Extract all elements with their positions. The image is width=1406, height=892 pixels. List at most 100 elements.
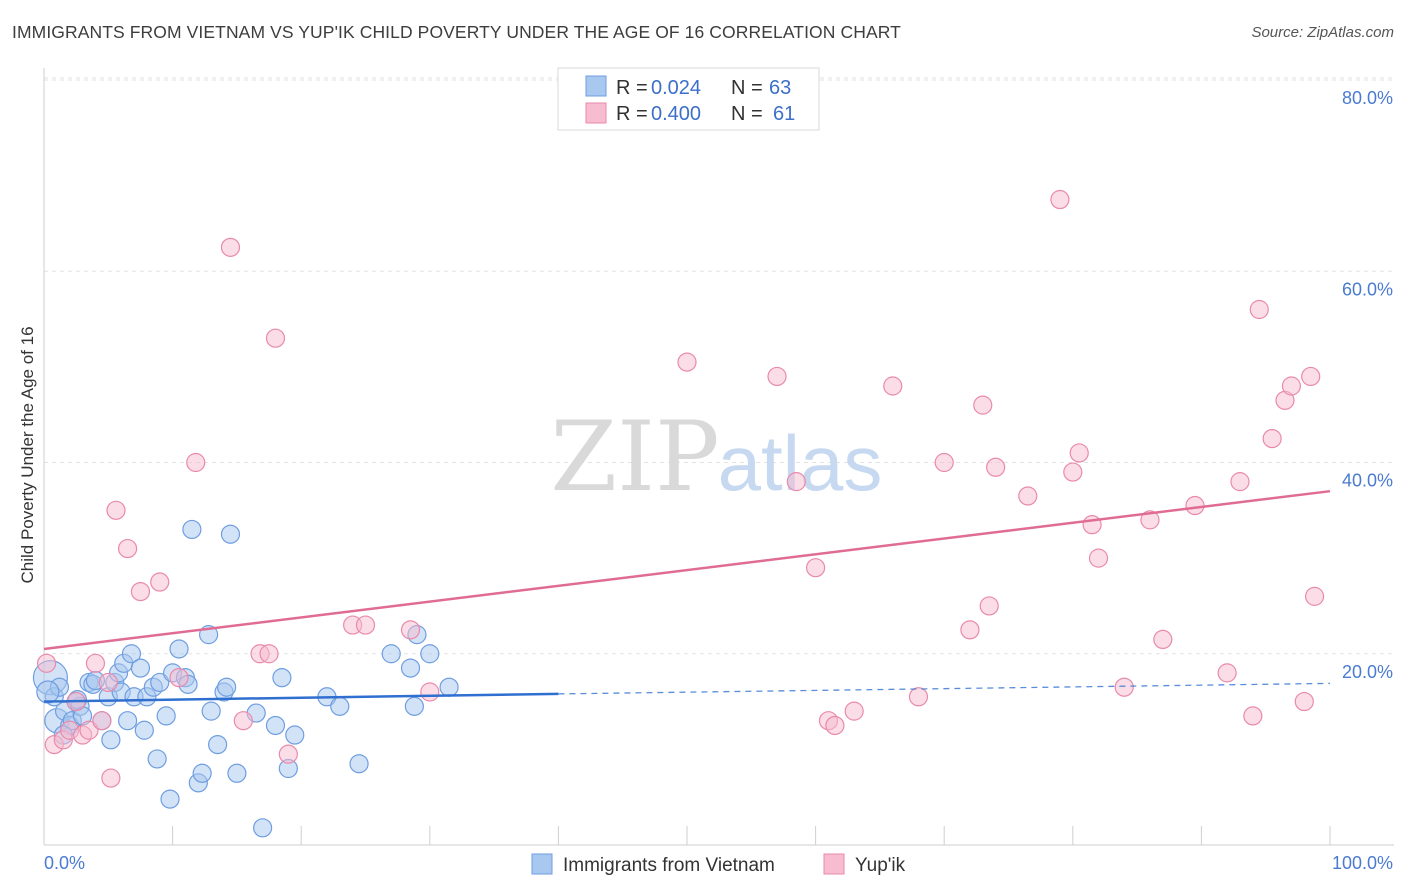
point-yupik-26: [420, 682, 440, 702]
point-yupik-60: [1304, 586, 1325, 606]
point-vietnam-45: [265, 715, 286, 736]
point-yupik-10: [101, 768, 121, 788]
point-yupik-52: [1230, 472, 1250, 492]
point-yupik-12: [117, 538, 138, 559]
point-yupik-50: [1185, 495, 1205, 516]
point-vietnam-26: [150, 672, 170, 693]
legend-box: R = 0.024 N = 63 R = 0.400 N = 61: [557, 67, 820, 131]
point-vietnam-35: [192, 763, 212, 783]
point-vietnam-21: [130, 658, 151, 678]
point-vietnam-30: [169, 639, 189, 659]
point-yupik-13: [130, 581, 151, 602]
point-yupik-36: [934, 452, 954, 473]
point-vietnam-53: [400, 658, 421, 678]
watermark: ZIP atlas: [550, 401, 882, 513]
point-yupik-55: [1262, 428, 1282, 449]
point-vietnam-22: [134, 720, 154, 740]
point-vietnam-56: [420, 644, 440, 664]
point-yupik-39: [979, 596, 999, 616]
point-yupik-51: [1217, 663, 1237, 683]
y-tick-label-40: 40.0%: [1342, 471, 1393, 491]
legend-n-label-yupik: N =: [731, 103, 763, 125]
point-yupik-11: [106, 500, 126, 520]
point-yupik-30: [805, 558, 826, 578]
point-vietnam-55: [404, 696, 424, 716]
y-axis-label: Child Poverty Under the Age of 16: [18, 326, 37, 583]
legend-r-label-yupik: R =: [616, 103, 648, 125]
point-yupik-44: [1069, 443, 1089, 463]
y-tick-label-60: 60.0%: [1342, 279, 1393, 299]
legend-swatch-vietnam: [585, 75, 607, 97]
point-yupik-47: [1114, 677, 1134, 697]
point-yupik-38: [973, 395, 993, 415]
bottom-legend-swatch-yupik: [823, 853, 845, 875]
point-yupik-20: [259, 644, 279, 664]
point-yupik-6: [79, 720, 99, 740]
point-yupik-25: [400, 620, 421, 640]
point-yupik-17: [220, 237, 241, 257]
point-yupik-7: [85, 653, 106, 673]
point-yupik-22: [278, 744, 298, 764]
point-vietnam-41: [220, 524, 241, 544]
point-yupik-35: [908, 687, 929, 707]
bottom-legend: Immigrants from Vietnam Yup'ik: [531, 853, 906, 876]
point-vietnam-44: [253, 818, 273, 838]
point-vietnam-13: [101, 730, 121, 750]
point-yupik-43: [1063, 462, 1083, 482]
point-vietnam-46: [272, 668, 292, 688]
legend-swatch-yupik: [585, 102, 607, 124]
point-yupik-57: [1281, 376, 1302, 396]
point-yupik-49: [1153, 629, 1173, 650]
x-tick-label-0: 0.0%: [44, 853, 85, 873]
point-vietnam-32: [182, 519, 202, 540]
point-yupik-29: [786, 472, 806, 492]
point-vietnam-57: [439, 677, 459, 697]
point-yupik-54: [1249, 299, 1269, 320]
trend-line-dashed-vietnam: [558, 682, 1331, 695]
point-yupik-24: [355, 615, 376, 635]
legend-n-value-vietnam: 63: [769, 77, 791, 99]
point-yupik-32: [825, 715, 845, 736]
watermark-zip: ZIP: [550, 401, 719, 513]
point-yupik-15: [169, 668, 189, 688]
bottom-legend-label-yupik: Yup'ik: [855, 855, 906, 876]
legend-r-value-yupik: 0.400: [651, 103, 701, 125]
trend-line-yupik: [43, 489, 1331, 651]
point-yupik-16: [186, 452, 206, 473]
trend-line-vietnam: [43, 692, 559, 703]
point-vietnam-48: [285, 725, 305, 745]
tick-labels: 20.0% 40.0% 60.0% 80.0% 0.0% 100.0%: [44, 88, 1393, 873]
point-vietnam-19: [121, 644, 142, 664]
point-vietnam-28: [160, 789, 180, 809]
bottom-legend-label-vietnam: Immigrants from Vietnam: [563, 855, 775, 876]
legend-n-value-yupik: 61: [773, 103, 795, 125]
point-yupik-41: [1018, 486, 1038, 506]
point-yupik-59: [1301, 366, 1321, 387]
point-yupik-48: [1140, 510, 1160, 530]
point-yupik-21: [265, 328, 286, 348]
axes: [43, 68, 1394, 846]
point-yupik-8: [92, 711, 112, 731]
point-vietnam-37: [201, 701, 221, 721]
point-vietnam-18: [117, 711, 138, 731]
point-yupik-53: [1243, 706, 1263, 726]
point-vietnam-40: [217, 677, 237, 697]
point-vietnam-62: [36, 680, 60, 704]
point-yupik-28: [767, 366, 787, 387]
legend-n-label-vietnam: N =: [731, 77, 763, 99]
trend-lines: [43, 489, 1331, 703]
point-vietnam-42: [227, 763, 247, 783]
point-vietnam-38: [208, 734, 228, 755]
point-vietnam-50: [330, 696, 350, 716]
watermark-atlas: atlas: [718, 419, 883, 507]
point-yupik-42: [1050, 189, 1070, 210]
point-yupik-0: [36, 653, 57, 673]
bottom-legend-swatch-vietnam: [531, 853, 553, 875]
point-yupik-9: [98, 672, 118, 693]
point-yupik-34: [883, 376, 903, 396]
point-vietnam-52: [381, 644, 401, 664]
point-vietnam-51: [349, 754, 369, 774]
point-yupik-33: [844, 701, 864, 721]
legend-r-label-vietnam: R =: [616, 77, 648, 99]
